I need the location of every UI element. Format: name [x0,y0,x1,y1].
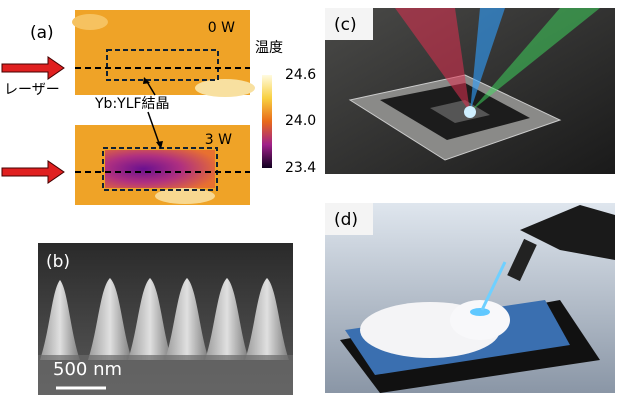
panel-label: (a) [30,23,54,43]
figure: (a) 0 W 3 W レーザー Yb:YLF結晶 温度 24.6 24.0 2… [0,0,628,397]
colorbar-tick: 24.0 [285,113,316,129]
panel-label: (c) [334,15,357,35]
colorbar-title: 温度 [255,40,283,56]
panel-b: (b) 500 nm [38,243,293,395]
panel-c: (c) [325,8,615,174]
scale-bar-label: 500 nm [53,359,122,380]
panel-label: (d) [334,210,358,230]
laser-label: レーザー [4,82,60,98]
power-label: 3 W [205,132,232,148]
panel-a: (a) 0 W 3 W レーザー Yb:YLF結晶 温度 24.6 24.0 2… [2,10,316,205]
crystal-label: Yb:YLF結晶 [94,96,170,112]
colorbar-tick: 24.6 [285,67,316,83]
colorbar [262,75,272,168]
power-label: 0 W [208,20,235,36]
colorbar-tick: 23.4 [285,160,316,176]
panel-d: (d) [325,203,615,393]
panel-label: (b) [46,252,70,272]
